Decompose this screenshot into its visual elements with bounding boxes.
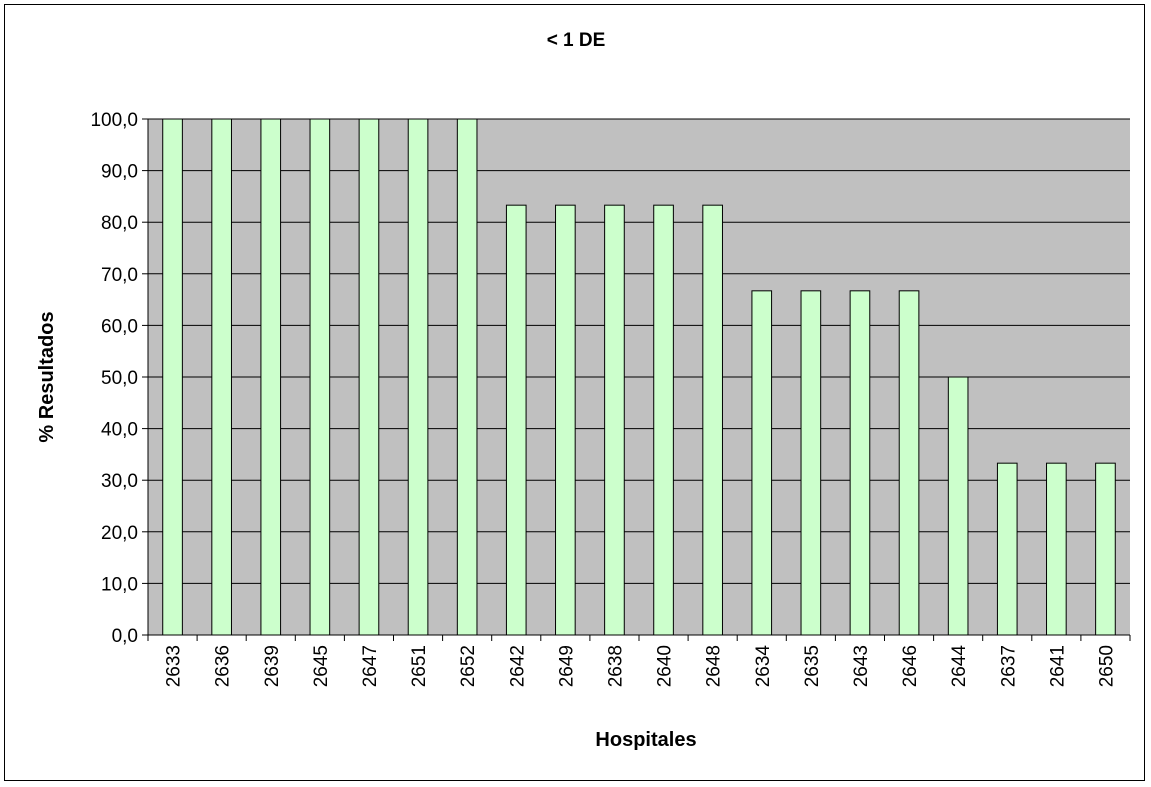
x-tick-label: 2651 [409, 645, 430, 687]
chart-title: < 1 DE [547, 30, 606, 51]
bar-2647 [358, 118, 380, 636]
x-tick-label: 2644 [949, 645, 970, 688]
bar-2636 [211, 118, 232, 636]
x-tick-label: 2639 [262, 645, 283, 687]
bar-2652 [456, 118, 478, 636]
x-axis-title: Hospitales [595, 729, 696, 751]
x-tick-label: 2649 [556, 645, 577, 687]
y-tick-label: 50,0 [101, 368, 138, 389]
y-tick-label: 100,0 [90, 110, 138, 131]
y-tick-label: 20,0 [101, 523, 138, 544]
x-tick-label: 2648 [704, 645, 725, 687]
bar-2646 [898, 290, 920, 636]
bar-2638 [604, 204, 625, 636]
bar-2641 [1046, 462, 1067, 636]
y-tick-label: 70,0 [101, 265, 138, 286]
x-axis: 2633 2636 2639 2645 2647 2651 2652 2642 2649 2638… [147, 634, 1131, 688]
bar-2635 [800, 290, 822, 636]
bars [162, 118, 1116, 636]
bar-2640 [653, 204, 674, 636]
bar-2634 [751, 290, 773, 636]
x-tick-label: 2646 [900, 645, 921, 687]
y-tick-label: 40,0 [101, 420, 138, 441]
x-tick-label: 2650 [1096, 645, 1117, 687]
y-tick-label: 0,0 [112, 626, 138, 647]
y-axis-title: % Resultados [36, 311, 58, 442]
y-axis: 0,0 10,0 20,0 30,0 40,0 50,0 60,0 70,0 80,0 90,0 1… [90, 110, 149, 647]
y-tick-label: 60,0 [101, 316, 138, 337]
x-tick-label: 2642 [507, 645, 528, 687]
x-tick-label: 2636 [213, 645, 234, 687]
bar-2643 [849, 290, 871, 636]
x-tick-label: 2643 [851, 645, 872, 687]
bar-2650 [1095, 462, 1116, 636]
bar-2651 [407, 118, 429, 636]
y-tick-label: 80,0 [101, 213, 138, 234]
x-tick-label: 2634 [753, 645, 774, 688]
y-tick-label: 10,0 [101, 574, 138, 595]
x-tick-label: 2652 [458, 645, 479, 687]
x-tick-label: 2640 [655, 645, 676, 687]
x-tick-label: 2633 [164, 645, 185, 687]
bar-2633 [162, 118, 183, 636]
y-tick-label: 30,0 [101, 471, 138, 492]
y-tick-label: 90,0 [101, 162, 138, 183]
x-tick-label: 2641 [1047, 645, 1068, 687]
bar-2648 [702, 204, 723, 636]
bar-2649 [555, 204, 576, 636]
bar-2639 [260, 118, 282, 636]
x-tick-label: 2637 [998, 645, 1019, 687]
bar-2637 [996, 462, 1018, 636]
x-tick-label: 2645 [311, 645, 332, 687]
x-tick-label: 2638 [605, 645, 626, 687]
x-tick-label: 2635 [802, 645, 823, 687]
bar-2645 [309, 118, 331, 636]
x-tick-label: 2647 [360, 645, 381, 687]
bar-2644 [947, 376, 969, 636]
bar-2642 [505, 204, 527, 636]
